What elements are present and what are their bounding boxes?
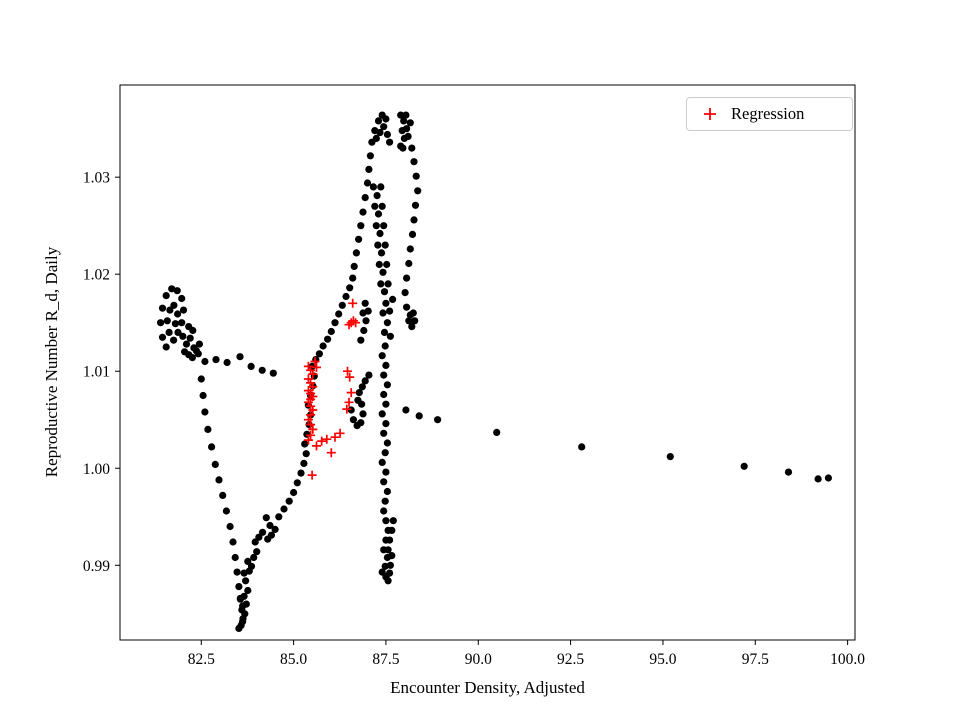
svg-text:1.02: 1.02 xyxy=(83,267,110,284)
svg-text:1.01: 1.01 xyxy=(83,364,110,381)
svg-text:100.0: 100.0 xyxy=(830,651,865,668)
legend: Regression xyxy=(686,97,853,131)
plus-marker-icon xyxy=(704,108,716,120)
svg-text:92.5: 92.5 xyxy=(557,651,584,668)
legend-label: Regression xyxy=(731,104,805,123)
svg-text:87.5: 87.5 xyxy=(372,651,399,668)
svg-text:95.0: 95.0 xyxy=(649,651,676,668)
axes-frame xyxy=(119,84,856,641)
series-regression-points xyxy=(303,298,361,480)
svg-text:0.99: 0.99 xyxy=(83,558,110,575)
series-data-points xyxy=(157,111,833,633)
x-axis-ticks: 82.5 85.0 87.5 90.0 92.5 95.0 97.5 100.0 xyxy=(188,640,865,668)
svg-text:97.5: 97.5 xyxy=(742,651,769,668)
svg-text:1.00: 1.00 xyxy=(83,461,110,478)
svg-text:1.03: 1.03 xyxy=(83,170,110,187)
x-axis-label: Encounter Density, Adjusted xyxy=(390,678,585,697)
y-axis-label: Reproductive Number R_d, Daily xyxy=(42,246,61,478)
y-axis-ticks: 0.99 1.00 1.01 1.02 1.03 xyxy=(83,170,120,575)
svg-text:90.0: 90.0 xyxy=(465,651,492,668)
svg-text:82.5: 82.5 xyxy=(188,651,215,668)
svg-text:85.0: 85.0 xyxy=(280,651,307,668)
